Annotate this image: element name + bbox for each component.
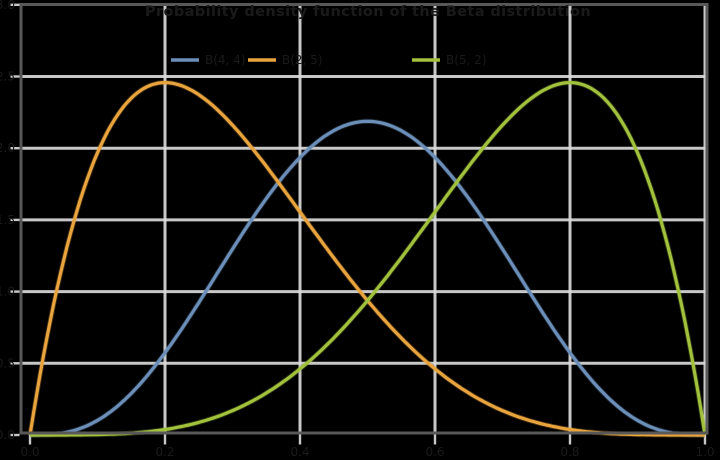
x-tick-label: 0.8 bbox=[560, 445, 579, 459]
legend-item: B(2, 5) bbox=[248, 53, 323, 67]
y-tick-label: 0.5 bbox=[0, 356, 15, 370]
y-tick-label: 1.0 bbox=[0, 285, 15, 299]
legend-item: B(4, 4) bbox=[171, 53, 246, 67]
x-tick-label: 0.2 bbox=[155, 445, 174, 459]
y-tick-label: 3.0 bbox=[0, 0, 15, 12]
y-tick-label: 2.0 bbox=[0, 141, 15, 155]
y-tick-label: 1.5 bbox=[0, 213, 15, 227]
curve-glow-0 bbox=[30, 118, 705, 438]
x-tick-label: 0.4 bbox=[290, 445, 309, 459]
y-tick-label: 0.0 bbox=[0, 428, 15, 442]
curve-glow-1 bbox=[27, 80, 705, 438]
chart-title: Probability density function of the Beta… bbox=[145, 4, 591, 20]
legend-item: B(5, 2) bbox=[412, 53, 487, 67]
y-tick-label: 2.5 bbox=[0, 70, 15, 84]
legend-label: B(4, 4) bbox=[205, 53, 246, 67]
x-tick-label: 0.6 bbox=[425, 445, 444, 459]
x-tick-label: 1.0 bbox=[695, 445, 714, 459]
curve-b52 bbox=[30, 81, 707, 437]
x-tick-label: 0.0 bbox=[20, 445, 39, 459]
legend: B(4, 4) B(2, 5) B(5, 2) bbox=[171, 53, 487, 67]
axis-ticks bbox=[10, 3, 707, 445]
legend-label: B(2, 5) bbox=[282, 53, 323, 67]
curve-b44 bbox=[30, 119, 705, 437]
axes-spines bbox=[19, 3, 709, 435]
legend-label: B(5, 2) bbox=[446, 53, 487, 67]
curve-glow-2 bbox=[30, 80, 708, 438]
curve-b25 bbox=[28, 81, 705, 437]
pdf-curves bbox=[27, 80, 708, 438]
grid-lines bbox=[21, 4, 707, 433]
